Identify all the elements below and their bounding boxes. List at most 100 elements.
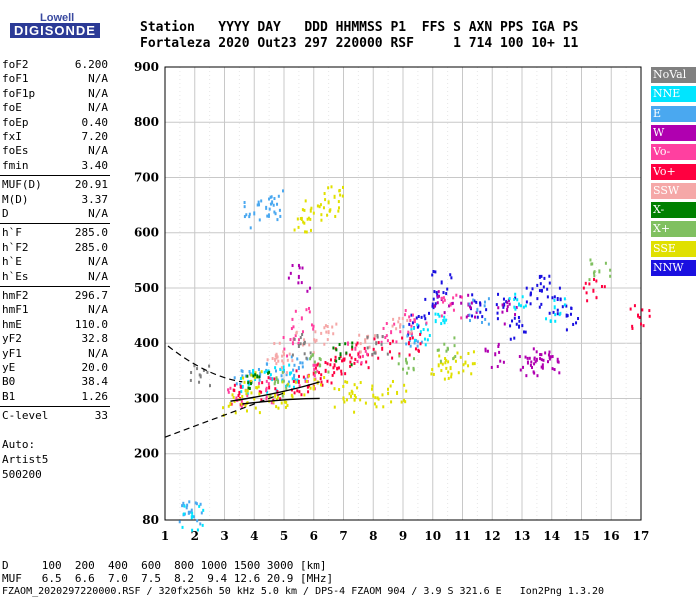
echo-point	[385, 322, 388, 326]
echo-point	[551, 367, 554, 371]
echo-point	[248, 215, 251, 219]
echo-point	[283, 352, 285, 357]
x-tick-label: 4	[250, 529, 258, 543]
echo-point	[367, 366, 370, 370]
echo-point	[350, 363, 353, 367]
y-tick-label: 400	[134, 336, 159, 350]
echo-point	[260, 398, 263, 402]
echo-point	[178, 520, 181, 524]
echo-point	[243, 201, 246, 205]
echo-point	[539, 282, 542, 286]
echo-point	[250, 379, 253, 384]
echo-point	[506, 308, 509, 313]
echo-point	[194, 501, 197, 505]
echo-point	[490, 365, 493, 369]
echo-point	[412, 326, 415, 330]
echo-point	[431, 273, 434, 277]
echo-point	[452, 308, 455, 312]
x-tick-label: 2	[191, 529, 199, 543]
echo-point	[333, 387, 336, 391]
x-tick-label: 11	[454, 529, 471, 543]
echo-point	[449, 302, 452, 307]
echo-point	[515, 322, 518, 326]
echo-point	[642, 324, 645, 328]
echo-point	[591, 262, 594, 266]
echo-point	[423, 337, 426, 341]
echo-point	[235, 396, 238, 401]
echo-point	[520, 304, 523, 308]
echo-point	[354, 396, 357, 400]
echo-point	[513, 316, 516, 320]
param-value: 285.0	[74, 240, 108, 254]
echo-point	[318, 205, 321, 209]
echo-point	[358, 350, 361, 354]
echo-point	[304, 230, 307, 234]
echo-point	[298, 390, 301, 394]
x-tick-label: 3	[220, 529, 228, 543]
echo-point	[301, 365, 304, 369]
echo-point	[413, 341, 416, 345]
echo-point	[316, 369, 319, 373]
echo-point	[285, 387, 288, 391]
echo-point	[440, 314, 443, 318]
echo-point	[341, 185, 344, 189]
echo-point	[241, 369, 244, 373]
param-value: 38.4	[81, 375, 109, 389]
echo-point	[470, 372, 473, 376]
echo-point	[433, 304, 436, 308]
param-row: h`F2 285.0	[2, 241, 108, 255]
echo-point	[243, 380, 246, 384]
echo-point	[542, 285, 545, 289]
echo-point	[526, 356, 529, 360]
echo-point	[276, 390, 279, 394]
echo-point	[278, 341, 281, 345]
echo-point	[325, 330, 328, 334]
echo-point	[496, 317, 499, 321]
echo-point	[349, 364, 352, 368]
param-value: 0.40	[81, 115, 109, 129]
echo-point	[450, 276, 453, 280]
echo-point	[308, 343, 311, 347]
echo-point	[275, 356, 278, 360]
echo-point	[391, 324, 394, 328]
echo-point	[444, 357, 447, 361]
echo-point	[370, 387, 373, 391]
echo-point	[410, 331, 413, 335]
echo-point	[193, 364, 196, 368]
echo-point	[312, 385, 315, 390]
echo-point	[508, 297, 511, 301]
echo-point	[290, 393, 293, 397]
echo-point	[595, 296, 598, 300]
echo-point	[361, 354, 364, 358]
echo-point	[301, 266, 304, 270]
echo-point	[438, 314, 441, 318]
echo-point	[283, 347, 286, 351]
echo-point	[304, 379, 307, 383]
echo-point	[503, 302, 506, 307]
echo-point	[319, 358, 322, 362]
echo-point	[441, 362, 444, 366]
echo-point	[405, 389, 408, 393]
footer-distance-row: D 100 200 400 600 800 1000 1500 3000 [km…	[2, 559, 327, 572]
echo-point	[648, 314, 651, 318]
echo-point	[265, 395, 268, 399]
echo-point	[341, 359, 344, 363]
echo-point	[338, 188, 341, 192]
echo-point	[495, 303, 498, 307]
echo-point	[331, 373, 334, 377]
auto-scaling-info: Auto:	[2, 437, 36, 451]
echo-point	[417, 314, 420, 318]
echo-point	[335, 348, 338, 352]
echo-point	[402, 325, 405, 329]
echo-point	[453, 336, 456, 340]
echo-point	[434, 319, 437, 324]
echo-point	[467, 302, 470, 307]
scaled-parameters-panel: foF2 6.200 foF1 N/A foF1p N/A foE N/A foEp 0.40 fx…	[0, 58, 112, 538]
echo-point	[561, 305, 564, 309]
param-row: yF1 N/A	[2, 347, 108, 361]
echo-point	[443, 298, 446, 302]
x-tick-label: 13	[514, 529, 531, 543]
echo-point	[304, 199, 307, 203]
echo-point	[402, 367, 405, 371]
echo-point	[275, 405, 278, 409]
